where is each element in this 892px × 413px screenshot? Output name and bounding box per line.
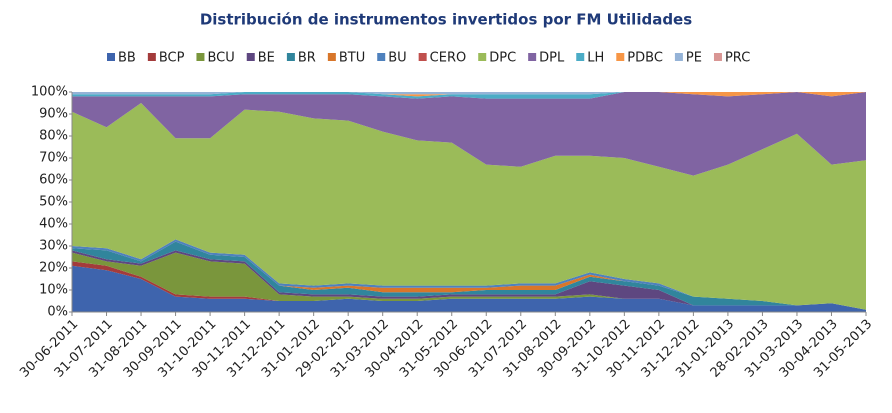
legend-swatch: [246, 53, 255, 61]
legend-swatch: [528, 53, 537, 61]
area: [72, 92, 866, 176]
legend-label: BE: [258, 51, 275, 66]
legend-swatch: [674, 53, 683, 61]
area: [72, 252, 866, 310]
legend-label: BU: [388, 51, 406, 66]
legend-label: BCU: [207, 51, 234, 66]
y-tick-label: 10%: [39, 283, 68, 298]
area: [72, 241, 866, 310]
y-tick-label: 0%: [47, 305, 68, 320]
legend-swatch: [107, 53, 115, 61]
legend-swatch: [478, 53, 487, 61]
area: [72, 103, 866, 310]
legend-swatch: [196, 53, 205, 61]
y-tick-label: 70%: [39, 151, 68, 166]
legend-swatch: [377, 53, 386, 61]
legend-label: BTU: [339, 51, 365, 66]
y-tick-label: 60%: [39, 173, 68, 188]
area: [72, 92, 866, 95]
chart-title: Distribución de instrumentos invertidos …: [200, 11, 692, 29]
y-tick-label: 40%: [39, 217, 68, 232]
area: [72, 92, 866, 97]
area: [72, 92, 866, 99]
legend-swatch: [576, 53, 585, 61]
legend-label: PRC: [725, 51, 750, 66]
legend-label: PE: [686, 51, 702, 66]
legend-label: DPC: [489, 51, 516, 66]
legend-label: DPL: [539, 51, 565, 66]
legend-label: BR: [298, 51, 316, 66]
y-tick-label: 50%: [39, 195, 68, 210]
y-tick-label: 80%: [39, 129, 68, 144]
area: [72, 250, 866, 310]
y-tick-label: 100%: [31, 85, 68, 100]
legend-label: BB: [118, 51, 136, 66]
legend-swatch: [327, 53, 336, 61]
legend-swatch: [616, 53, 625, 61]
y-tick-label: 30%: [39, 239, 68, 254]
y-tick-label: 20%: [39, 261, 68, 276]
legend-label: CERO: [430, 51, 467, 66]
y-tick-label: 90%: [39, 107, 68, 122]
area: [72, 265, 866, 312]
legend-label: PDBC: [627, 51, 663, 66]
legend-swatch: [286, 53, 295, 61]
legend-swatch: [713, 53, 722, 61]
legend-swatch: [147, 53, 156, 61]
legend-label: BCP: [159, 51, 185, 66]
legend-swatch: [418, 53, 427, 61]
legend-label: LH: [587, 51, 604, 66]
